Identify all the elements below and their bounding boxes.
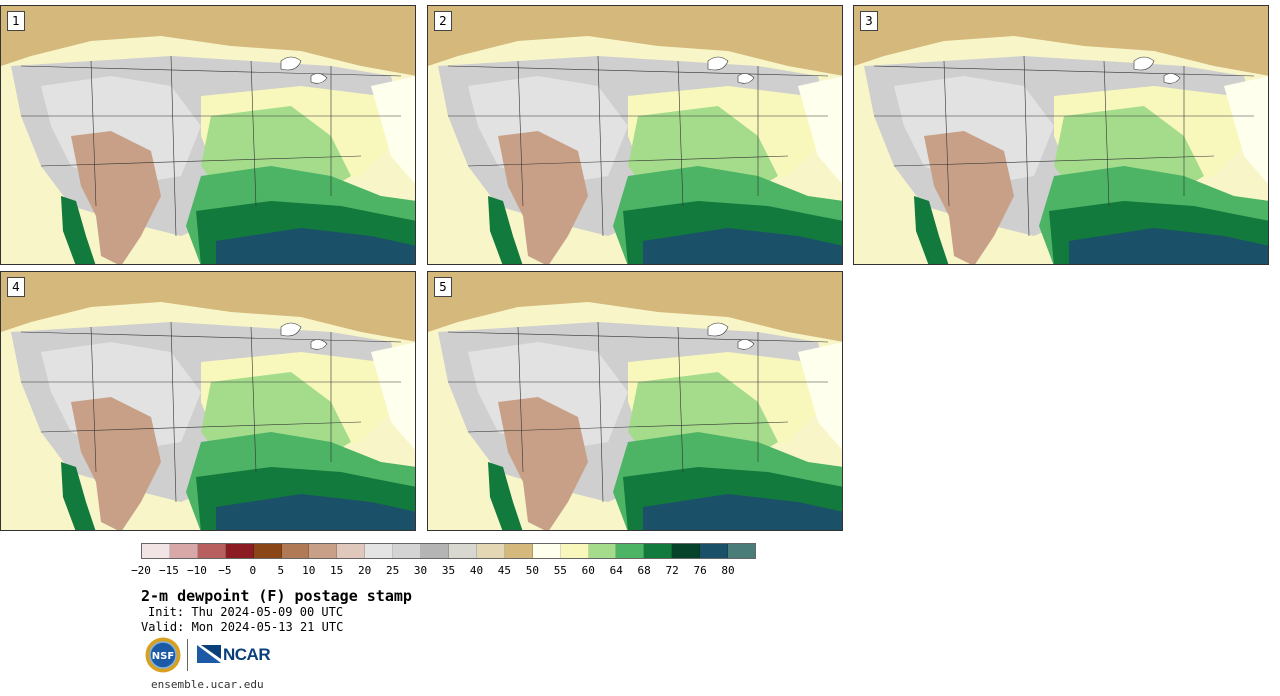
colorbar-tick-label: 35: [441, 564, 456, 577]
dewpoint-map-2: [428, 6, 842, 264]
nsf-logo-text: NSF: [152, 651, 174, 662]
panel-number: 1: [7, 11, 25, 31]
panel-number: 2: [434, 11, 452, 31]
colorbar-segment: [448, 544, 477, 558]
colorbar-segment: [672, 544, 701, 558]
colorbar-segment: [560, 544, 589, 558]
colorbar-tick-label: 20: [358, 564, 372, 577]
colorbar-tick-label: 0: [249, 564, 257, 577]
colorbar-tick-label: 5: [277, 564, 285, 577]
map-panel-3[interactable]: 3: [853, 5, 1269, 265]
ncar-logo: NCAR: [197, 643, 271, 667]
dewpoint-map-4: [1, 272, 415, 530]
colorbar-segment: [504, 544, 533, 558]
colorbar-segment: [253, 544, 282, 558]
colorbar-tick-label: 80: [721, 564, 735, 577]
panel-number: 3: [860, 11, 878, 31]
colorbar-tick-label: 30: [413, 564, 428, 577]
colorbar-segment: [225, 544, 254, 558]
colorbar-tick-label: 76: [693, 564, 707, 577]
colorbar-tick-label: −20: [131, 564, 151, 577]
colorbar-segment: [700, 544, 729, 558]
valid-time: Valid: Mon 2024-05-13 21 UTC: [141, 620, 344, 634]
colorbar: [141, 543, 756, 559]
map-panel-2[interactable]: 2: [427, 5, 843, 265]
ncar-mark-icon: [197, 645, 221, 663]
map-panel-1[interactable]: 1: [0, 5, 416, 265]
colorbar-segment: [421, 544, 449, 558]
colorbar-tick-label: 50: [525, 564, 539, 577]
colorbar-tick-label: 15: [330, 564, 344, 577]
colorbar-tick-label: −10: [186, 564, 207, 577]
colorbar-tick-label: −5: [218, 564, 232, 577]
colorbar-tick-label: 40: [469, 564, 484, 577]
colorbar-segment: [476, 544, 505, 558]
colorbar-tick-label: 60: [581, 564, 595, 577]
logos: NSF NCAR: [145, 637, 275, 675]
page-title: 2-m dewpoint (F) postage stamp: [141, 587, 412, 605]
map-panel-4[interactable]: 4: [0, 271, 416, 531]
colorbar-segment: [309, 544, 338, 558]
ncar-logo-text: NCAR: [223, 645, 271, 664]
colorbar-segment: [616, 544, 645, 558]
colorbar-segment: [588, 544, 617, 558]
colorbar-tick-label: 25: [385, 564, 400, 577]
colorbar-segment: [169, 544, 198, 558]
colorbar-tick-label: 68: [637, 564, 651, 577]
colorbar-segment: [365, 544, 394, 558]
map-panel-5[interactable]: 5: [427, 271, 843, 531]
colorbar-segment: [644, 544, 673, 558]
colorbar-tick-label: 64: [609, 564, 623, 577]
colorbar-segment: [142, 544, 170, 558]
panel-number: 4: [7, 277, 25, 297]
dewpoint-map-3: [854, 6, 1268, 264]
colorbar-segment: [197, 544, 226, 558]
source-url: ensemble.ucar.edu: [151, 678, 264, 691]
colorbar-tick-label: 45: [497, 564, 512, 577]
colorbar-segment: [532, 544, 561, 558]
init-time: Init: Thu 2024-05-09 00 UTC: [148, 605, 344, 619]
colorbar-segment: [393, 544, 422, 558]
colorbar-segment: [281, 544, 310, 558]
dewpoint-map-1: [1, 6, 415, 264]
dewpoint-map-5: [428, 272, 842, 530]
colorbar-tick-label: 10: [302, 564, 316, 577]
colorbar-tick-label: 55: [553, 564, 567, 577]
panel-number: 5: [434, 277, 452, 297]
colorbar-segment: [728, 544, 755, 558]
logo-divider: [187, 639, 188, 671]
colorbar-ticks: −20 −15 −10 −5 0 5 10 15 20 25 30 35 40 45 50 55 60 64 68 7…: [131, 564, 756, 578]
nsf-logo-icon: NSF: [145, 637, 181, 673]
colorbar-tick-label: 72: [665, 564, 679, 577]
colorbar-segment: [337, 544, 366, 558]
colorbar-tick-label: −15: [159, 564, 179, 577]
